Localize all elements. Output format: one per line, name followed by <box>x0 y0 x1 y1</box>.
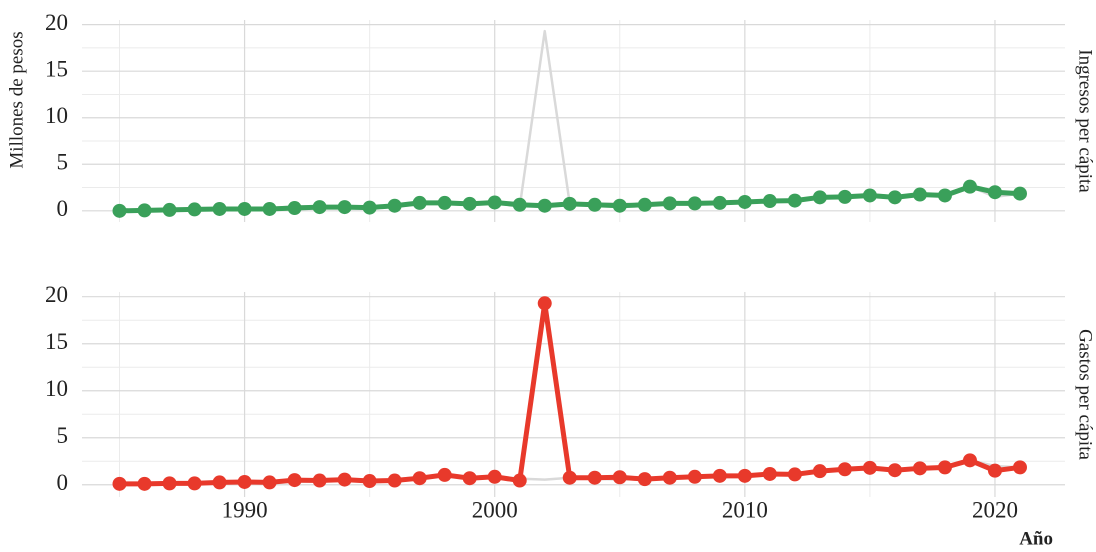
point <box>212 201 227 216</box>
y-tick-label: 0 <box>57 470 69 495</box>
point <box>387 473 402 488</box>
y-tick-label: 0 <box>57 196 69 221</box>
point <box>312 473 327 488</box>
point <box>737 194 752 209</box>
point <box>812 464 827 479</box>
point <box>162 202 177 217</box>
y-axis-label: Millones de pesos <box>6 31 27 168</box>
point <box>387 198 402 213</box>
point <box>962 179 977 194</box>
point <box>562 196 577 211</box>
point <box>987 463 1002 478</box>
point <box>362 474 377 489</box>
point <box>937 460 952 475</box>
point <box>862 460 877 475</box>
point <box>762 194 777 209</box>
point <box>137 476 152 491</box>
point <box>587 197 602 212</box>
point <box>537 198 552 213</box>
point <box>862 188 877 203</box>
point <box>912 187 927 202</box>
point <box>612 198 627 213</box>
point <box>837 462 852 477</box>
point <box>437 467 452 482</box>
point <box>987 185 1002 200</box>
facet-label: Ingresos per cápita <box>1075 49 1096 193</box>
point <box>412 195 427 210</box>
y-tick-label: 20 <box>45 282 68 307</box>
point <box>112 476 127 491</box>
point <box>812 190 827 205</box>
point <box>887 463 902 478</box>
y-tick-label: 5 <box>57 423 69 448</box>
point <box>1012 186 1027 201</box>
x-tick-label: 2020 <box>972 497 1018 522</box>
facet-label: Gastos per cápita <box>1075 329 1096 460</box>
point <box>187 476 202 491</box>
x-axis-label: Año <box>1019 528 1053 549</box>
point <box>237 474 252 489</box>
point <box>662 470 677 485</box>
point <box>537 296 552 311</box>
point <box>412 471 427 486</box>
point <box>612 470 627 485</box>
point <box>762 466 777 481</box>
point <box>487 469 502 484</box>
y-tick-label: 20 <box>45 10 68 35</box>
series-line <box>119 300 1021 487</box>
y-tick-label: 15 <box>45 56 68 81</box>
y-tick-label: 10 <box>45 376 68 401</box>
point <box>637 197 652 212</box>
point <box>237 201 252 216</box>
y-tick-label: 5 <box>57 150 69 175</box>
point <box>212 475 227 490</box>
panel <box>82 20 1065 222</box>
point <box>337 472 352 487</box>
point <box>287 473 302 488</box>
point <box>262 475 277 490</box>
point <box>687 196 702 211</box>
point <box>312 200 327 215</box>
point <box>712 195 727 210</box>
x-tick-label: 2000 <box>472 497 518 522</box>
point <box>137 203 152 218</box>
context-line <box>119 29 1021 212</box>
point <box>512 197 527 212</box>
point <box>287 201 302 216</box>
point <box>337 200 352 215</box>
point <box>187 202 202 217</box>
point <box>462 196 477 211</box>
y-tick-label: 15 <box>45 329 68 354</box>
point <box>962 453 977 468</box>
point <box>462 471 477 486</box>
point <box>912 461 927 476</box>
y-tick-label: 10 <box>45 103 68 128</box>
point <box>162 476 177 491</box>
point <box>112 203 127 218</box>
point <box>887 190 902 205</box>
point <box>737 468 752 483</box>
point <box>662 196 677 211</box>
point <box>362 200 377 215</box>
point <box>787 193 802 208</box>
point <box>637 472 652 487</box>
point <box>687 469 702 484</box>
panel <box>82 292 1065 497</box>
point <box>837 189 852 204</box>
point <box>712 468 727 483</box>
point <box>562 470 577 485</box>
x-tick-label: 2010 <box>722 497 768 522</box>
point <box>487 195 502 210</box>
point <box>937 188 952 203</box>
point <box>262 201 277 216</box>
point <box>587 470 602 485</box>
point <box>787 467 802 482</box>
point <box>437 195 452 210</box>
x-tick-label: 1990 <box>222 497 268 522</box>
point <box>512 473 527 488</box>
point <box>1012 460 1027 475</box>
